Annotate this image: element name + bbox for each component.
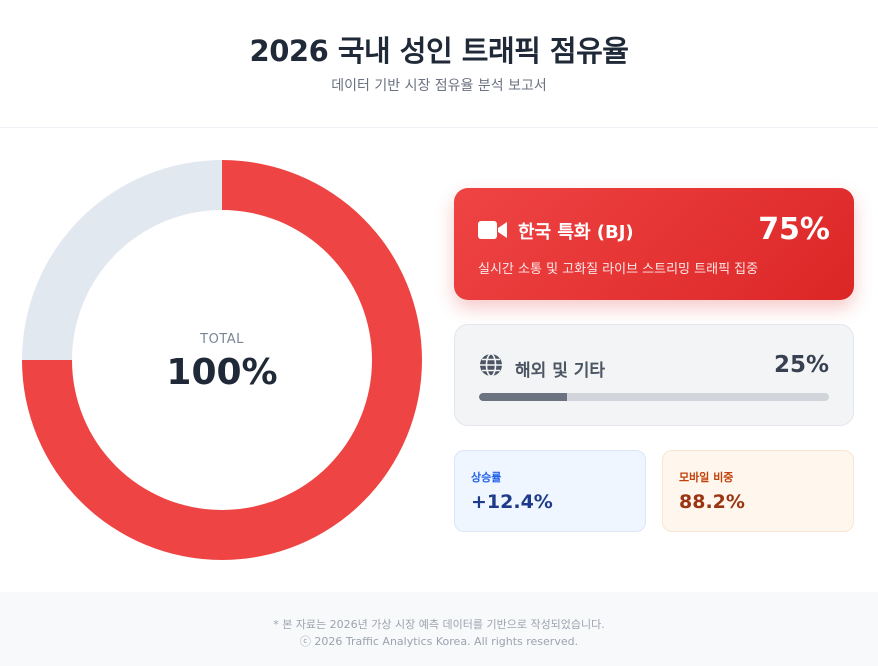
donut-center-value: 100% xyxy=(166,352,278,393)
donut-center: TOTAL 100% xyxy=(21,159,423,561)
footer-copyright: ⓒ 2026 Traffic Analytics Korea. All righ… xyxy=(299,635,579,648)
globe-icon xyxy=(479,353,503,377)
korea-bj-card: 한국 특화 (BJ) 75% 실시간 소통 및 고화질 라이브 스트리밍 트래픽… xyxy=(454,188,854,300)
video-camera-icon xyxy=(478,220,508,240)
growth-stat-value: +12.4% xyxy=(471,491,553,513)
mobile-stat-value: 88.2% xyxy=(679,491,745,513)
donut-chart-svg xyxy=(22,160,422,560)
overseas-progress-fill xyxy=(479,393,567,401)
growth-stat-label: 상승률 xyxy=(471,471,502,484)
donut-slice-overseas xyxy=(22,160,222,360)
mobile-stat-card: 모바일 비중 88.2% xyxy=(662,450,854,532)
overseas-progress-track xyxy=(479,393,829,401)
report-header: 2026 국내 성인 트래픽 점유율 데이터 기반 시장 점유율 분석 보고서 xyxy=(0,0,878,128)
donut-center-label: TOTAL xyxy=(200,332,244,347)
mobile-stat-label: 모바일 비중 xyxy=(679,471,734,484)
korea-bj-label: 한국 특화 (BJ) xyxy=(518,222,634,243)
overseas-card: 해외 및 기타 25% xyxy=(454,324,854,426)
footer-note: * 본 자료는 2026년 가상 시장 예측 데이터를 기반으로 작성되었습니다… xyxy=(273,618,605,631)
growth-stat-card: 상승률 +12.4% xyxy=(454,450,646,532)
overseas-label: 해외 및 기타 xyxy=(515,361,606,381)
korea-bj-description: 실시간 소통 및 고화질 라이브 스트리밍 트래픽 집중 xyxy=(478,262,759,277)
overseas-percent: 25% xyxy=(773,352,829,378)
donut-chart: TOTAL 100% xyxy=(21,159,423,561)
page-title: 2026 국내 성인 트래픽 점유율 xyxy=(249,34,629,68)
report-footer: * 본 자료는 2026년 가상 시장 예측 데이터를 기반으로 작성되었습니다… xyxy=(0,592,878,666)
page-subtitle: 데이터 기반 시장 점유율 분석 보고서 xyxy=(331,78,547,94)
korea-bj-percent: 75% xyxy=(758,212,830,247)
